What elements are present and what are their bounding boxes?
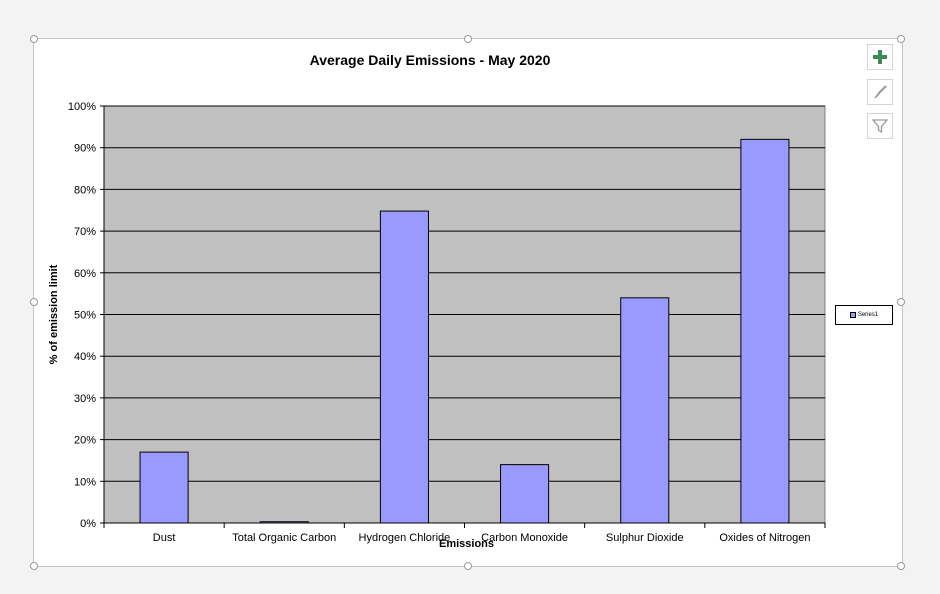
resize-handle-mid-right[interactable] <box>897 298 905 306</box>
bar <box>139 451 189 524</box>
y-tick-label: 0% <box>80 518 96 530</box>
resize-handle-bottom-left[interactable] <box>30 562 38 570</box>
chart-legend: Series1 <box>835 305 893 325</box>
y-tick-label: 50% <box>74 310 96 322</box>
funnel-icon <box>872 119 888 134</box>
chart-title: Average Daily Emissions - May 2020 <box>309 52 551 68</box>
bar <box>379 210 429 524</box>
x-tick-label: Hydrogen Chloride <box>359 532 451 544</box>
y-axis-title: % of emission limit <box>48 264 60 364</box>
y-tick-label: 40% <box>74 351 96 363</box>
x-axis-title: Emissions <box>439 538 494 550</box>
y-tick-label: 20% <box>74 435 96 447</box>
plus-icon <box>873 50 887 64</box>
x-tick-label: Dust <box>153 532 176 544</box>
bar <box>500 464 550 524</box>
resize-handle-bottom-mid[interactable] <box>464 562 472 570</box>
resize-handle-bottom-right[interactable] <box>897 562 905 570</box>
legend-swatch <box>849 312 856 318</box>
chart-filters-button[interactable] <box>867 113 893 139</box>
bar <box>740 138 790 524</box>
bar <box>620 297 670 524</box>
y-tick-label: 80% <box>74 184 96 196</box>
bar <box>259 521 309 524</box>
y-tick-label: 30% <box>74 393 96 405</box>
x-tick-label: Total Organic Carbon <box>232 532 336 544</box>
y-tick-label: 100% <box>68 101 96 113</box>
resize-handle-top-right[interactable] <box>897 35 905 43</box>
resize-handle-top-mid[interactable] <box>464 35 472 43</box>
y-tick-label: 70% <box>74 226 96 238</box>
y-tick-label: 90% <box>74 143 96 155</box>
y-tick-label: 60% <box>74 268 96 280</box>
x-tick-label: Oxides of Nitrogen <box>719 532 810 544</box>
x-tick-label: Sulphur Dioxide <box>606 532 684 544</box>
resize-handle-top-left[interactable] <box>30 35 38 43</box>
brush-icon <box>874 85 887 98</box>
y-tick-label: 10% <box>74 476 96 488</box>
chart-styles-button[interactable] <box>867 79 893 105</box>
resize-handle-mid-left[interactable] <box>30 298 38 306</box>
x-tick-label: Carbon Monoxide <box>481 532 568 544</box>
legend-label: Series1 <box>857 312 879 318</box>
chart-elements-button[interactable] <box>867 44 893 70</box>
